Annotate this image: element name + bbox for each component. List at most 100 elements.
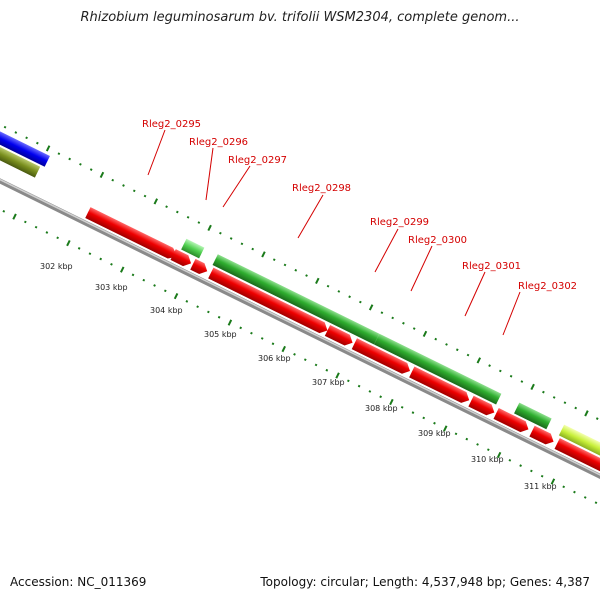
major-tick [99,171,105,179]
gene-rleg2-0301b-feature[interactable] [409,366,472,406]
minor-tick [163,289,167,293]
genome-backbone-highlight [0,164,600,502]
leader-line [410,245,433,292]
minor-tick [77,247,81,250]
gene-label-rleg2-0298[interactable]: Rleg2_0298 [292,183,351,194]
minor-tick [445,343,448,346]
major-tick [66,239,71,247]
minor-tick [402,321,405,325]
gene-rleg2-0295-feature[interactable] [85,207,180,262]
minor-tick [563,401,567,405]
minor-tick [391,316,395,320]
gene-rleg2-0300-rev-feature[interactable] [324,325,355,348]
major-tick [153,198,159,205]
minor-tick [347,379,350,383]
minor-tick [465,437,469,441]
minor-tick [434,337,438,341]
gene-rleg2-0298-feature[interactable] [212,254,380,345]
gene-label-rleg2-0296[interactable]: Rleg2_0296 [189,137,248,148]
minor-tick [520,380,524,383]
minor-tick [400,405,404,409]
minor-tick [574,406,578,410]
gene-label-rleg2-0302[interactable]: Rleg2_0302 [518,281,577,292]
minor-tick [359,300,362,304]
major-tick [368,304,374,311]
accession-text: Accession: NC_011369 [10,575,147,589]
gene-rleg2-0300-feature[interactable] [374,333,502,405]
minor-tick [499,369,502,373]
major-tick [12,213,17,220]
minor-tick [573,490,576,494]
major-tick [530,383,535,390]
gene-rleg2-0302b-feature[interactable] [493,408,531,435]
minor-tick [594,501,598,505]
gene-label-group: Rleg2_0295 Rleg2_0296 Rleg2_0297 Rleg2_0… [142,119,577,336]
minor-tick [196,305,199,309]
gene-next-reverse-feature[interactable] [554,438,600,476]
gene-rleg2-0299b-feature[interactable] [208,267,330,336]
major-tick [207,224,212,232]
gene-rleg2-0297-feature[interactable] [170,249,193,269]
minor-tick [219,231,222,235]
gene-rleg2-0301-feature[interactable] [351,338,413,376]
minor-tick [165,205,168,209]
minor-tick [325,368,329,372]
minor-tick [217,315,221,319]
kbp-label: 309 kbp [418,429,451,438]
minor-tick [2,209,6,213]
gene-label-rleg2-0297[interactable]: Rleg2_0297 [228,155,287,166]
major-tick [496,451,502,459]
gene-rleg2-0302-feature[interactable] [514,402,552,430]
gene-upstream-blue-feature[interactable] [0,126,50,167]
minor-tick [239,326,243,330]
minor-tick [411,411,415,414]
genome-title: Rhizobium leguminosarum bv. trifolii WSM… [80,10,520,25]
gene-upstream-forward-feature[interactable] [0,139,41,178]
minor-tick [186,215,190,219]
gene-rleg2-0302-rev-feature[interactable] [468,395,497,418]
minor-tick [519,464,522,467]
leader-line [374,228,399,273]
minor-tick [583,496,587,499]
minor-tick [250,331,253,335]
gene-label-rleg2-0295[interactable]: Rleg2_0295 [142,119,201,130]
gene-rleg2-0296-feature[interactable] [181,238,205,259]
minor-tick [99,257,103,261]
gene-rleg2-0302c-feature[interactable] [529,425,556,447]
gene-rleg2-0299-feature[interactable] [190,258,210,277]
major-tick [389,398,394,406]
minor-tick [14,131,18,134]
minor-tick [207,310,210,314]
minor-tick [68,157,71,161]
minor-tick [433,421,436,425]
minor-tick [303,358,307,361]
major-tick [335,372,340,379]
leader-line [205,147,214,201]
major-tick [45,145,51,152]
major-tick [120,266,125,273]
genome-track [0,125,600,505]
minor-tick [488,364,491,367]
major-tick [315,277,320,284]
minor-tick [540,474,544,478]
leader-line [147,129,166,176]
gene-label-rleg2-0301[interactable]: Rleg2_0301 [462,261,521,272]
minor-tick [379,395,382,399]
kbp-label: 310 kbp [471,455,504,464]
kbp-label: 306 kbp [258,354,291,363]
minor-tick [314,363,318,367]
kbp-label: 303 kbp [95,283,128,292]
gene-next-forward-feature[interactable] [558,424,600,462]
minor-tick [110,262,113,266]
minor-tick [131,273,135,277]
gene-label-rleg2-0299[interactable]: Rleg2_0299 [370,217,429,228]
gene-label-rleg2-0300[interactable]: Rleg2_0300 [408,235,467,246]
minor-tick [122,184,125,187]
kbp-label: 302 kbp [40,262,73,271]
minor-tick [251,247,255,251]
genome-summary-text: Topology: circular; Length: 4,537,948 bp… [260,575,590,589]
minor-tick [89,168,93,171]
minor-tick [380,311,384,314]
kbp-label: 304 kbp [150,306,183,315]
